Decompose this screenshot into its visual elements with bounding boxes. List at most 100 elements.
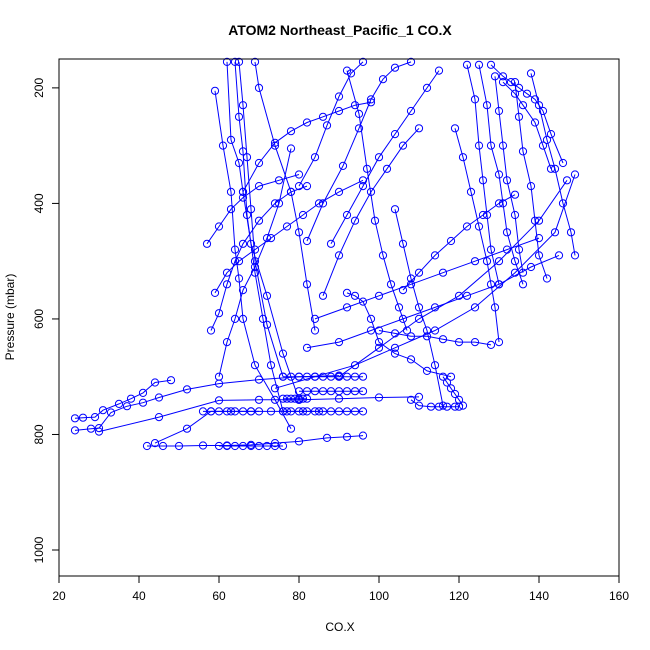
data-point: [486, 280, 496, 289]
data-point: [122, 402, 132, 411]
data-point: [510, 190, 520, 199]
data-point: [342, 387, 352, 396]
data-point: [490, 72, 500, 81]
data-point: [398, 141, 408, 150]
y-tick-label: 600: [32, 309, 46, 329]
series-line: [274, 174, 576, 389]
data-point: [450, 402, 460, 411]
data-point: [506, 78, 516, 87]
data-point: [70, 414, 80, 423]
data-point: [422, 332, 432, 341]
data-point: [254, 375, 264, 384]
data-point: [222, 57, 232, 67]
series-line: [306, 61, 412, 242]
data-point: [334, 387, 344, 396]
data-point: [430, 326, 440, 335]
series-line: [298, 61, 364, 187]
series-33: [486, 60, 568, 168]
data-point: [326, 387, 336, 396]
data-point: [326, 239, 336, 248]
series-34: [498, 78, 556, 173]
data-point: [406, 395, 416, 404]
series-37: [278, 372, 368, 381]
series-line: [206, 174, 300, 245]
series-14: [206, 182, 312, 335]
data-point: [202, 239, 212, 248]
data-point: [238, 286, 248, 295]
data-point: [334, 106, 344, 116]
data-point: [318, 199, 328, 208]
data-point: [270, 384, 280, 393]
data-point: [290, 394, 300, 403]
data-point: [554, 251, 564, 260]
data-point: [302, 407, 312, 416]
y-tick-label: 800: [32, 424, 46, 444]
data-point: [206, 407, 216, 416]
data-point: [286, 394, 296, 403]
data-point: [354, 109, 364, 119]
x-tick-label: 40: [132, 589, 146, 603]
data-point: [274, 176, 284, 185]
data-point: [238, 187, 248, 196]
data-point: [238, 441, 248, 451]
data-point: [238, 314, 248, 323]
data-point: [246, 407, 256, 416]
x-tick-label: 20: [52, 589, 66, 603]
series-28: [462, 60, 504, 289]
data-point: [210, 288, 220, 297]
data-point: [286, 144, 296, 153]
data-point: [214, 372, 224, 381]
data-point: [518, 147, 528, 156]
data-point: [562, 176, 572, 185]
data-point: [370, 216, 380, 225]
series-line: [210, 185, 308, 331]
data-point: [226, 187, 236, 196]
data-point: [378, 75, 388, 84]
data-point: [158, 441, 168, 451]
data-point: [534, 101, 544, 110]
data-point: [258, 314, 268, 323]
data-point: [474, 60, 484, 69]
data-point: [350, 291, 360, 300]
series-line: [242, 101, 372, 193]
data-point: [342, 432, 352, 441]
series-23: [310, 234, 544, 323]
data-point: [270, 439, 280, 448]
data-point: [218, 141, 228, 150]
data-point: [90, 413, 100, 422]
data-point: [374, 393, 384, 402]
data-point: [326, 372, 336, 381]
data-point: [214, 396, 224, 405]
data-point: [442, 378, 452, 387]
y-tick-label: 1000: [32, 536, 46, 563]
data-point: [150, 439, 160, 448]
data-point: [234, 274, 244, 283]
x-tick-label: 120: [449, 589, 469, 603]
x-axis: 20 40 60 80 100 120 140 160: [52, 575, 629, 603]
data-point: [358, 387, 368, 396]
series-line: [478, 64, 524, 285]
data-point: [338, 161, 348, 170]
data-point: [430, 361, 440, 370]
data-point: [254, 216, 264, 225]
data-point: [358, 297, 368, 306]
series-line: [306, 254, 560, 349]
data-point: [318, 387, 328, 396]
series-27: [450, 124, 504, 347]
data-point: [238, 101, 248, 110]
y-axis: 200 400 600 800 1000: [32, 78, 60, 563]
data-point: [230, 257, 240, 266]
data-point: [534, 251, 544, 260]
data-point: [302, 280, 312, 289]
data-point: [246, 205, 256, 214]
data-point: [390, 205, 400, 214]
series-1: [70, 376, 176, 423]
data-point: [538, 141, 548, 150]
data-point: [342, 303, 352, 312]
data-point: [358, 431, 368, 440]
data-point: [422, 83, 432, 93]
data-point: [482, 101, 492, 110]
series-36: [406, 395, 464, 411]
data-point: [462, 291, 472, 300]
data-point: [262, 320, 272, 329]
